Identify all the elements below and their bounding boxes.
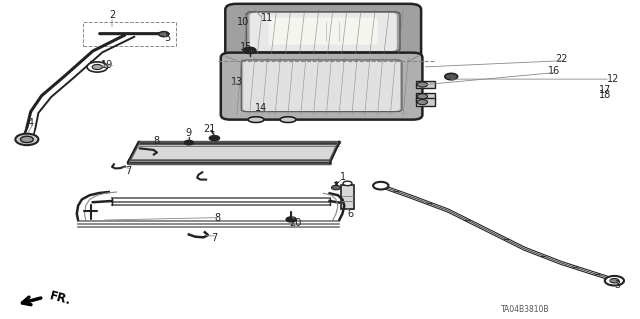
Circle shape xyxy=(20,136,33,143)
Circle shape xyxy=(445,73,458,80)
Text: 12: 12 xyxy=(607,74,620,84)
Bar xyxy=(416,93,435,100)
FancyBboxPatch shape xyxy=(250,13,397,51)
Text: TA04B3810B: TA04B3810B xyxy=(500,305,549,314)
Text: 5: 5 xyxy=(164,33,171,43)
Text: 16: 16 xyxy=(548,66,561,76)
Text: 8: 8 xyxy=(214,212,221,223)
Text: 2: 2 xyxy=(109,10,115,20)
Text: 21: 21 xyxy=(204,123,216,134)
Text: 8: 8 xyxy=(153,136,159,146)
Text: 10: 10 xyxy=(237,17,250,27)
Circle shape xyxy=(92,64,102,70)
Text: 13: 13 xyxy=(230,77,243,87)
Text: 11: 11 xyxy=(261,12,274,23)
Text: 20: 20 xyxy=(289,218,302,228)
Circle shape xyxy=(373,182,388,189)
Text: 15: 15 xyxy=(240,42,253,52)
Text: 17: 17 xyxy=(599,85,612,95)
Circle shape xyxy=(417,94,428,99)
Circle shape xyxy=(209,136,220,141)
Text: 7: 7 xyxy=(125,166,131,176)
Circle shape xyxy=(417,82,428,87)
Circle shape xyxy=(332,185,340,190)
Circle shape xyxy=(605,276,624,286)
Text: FR.: FR. xyxy=(48,290,72,308)
Bar xyxy=(416,81,435,88)
Bar xyxy=(416,98,435,106)
Circle shape xyxy=(243,47,256,54)
Circle shape xyxy=(87,62,108,72)
Circle shape xyxy=(610,278,619,283)
Circle shape xyxy=(343,181,352,186)
Bar xyxy=(341,185,354,209)
FancyBboxPatch shape xyxy=(243,61,400,111)
FancyBboxPatch shape xyxy=(221,53,422,120)
Text: 1: 1 xyxy=(340,172,346,182)
Circle shape xyxy=(184,140,193,145)
Circle shape xyxy=(15,134,38,145)
Text: 3: 3 xyxy=(614,280,621,290)
Ellipse shape xyxy=(280,117,296,122)
Bar xyxy=(83,22,176,46)
Polygon shape xyxy=(128,142,339,163)
Circle shape xyxy=(286,217,296,222)
Circle shape xyxy=(417,100,428,105)
Text: 9: 9 xyxy=(186,128,192,138)
Text: 7: 7 xyxy=(211,233,218,243)
Text: 6: 6 xyxy=(348,209,354,219)
Text: 4: 4 xyxy=(28,118,34,128)
Ellipse shape xyxy=(248,117,264,122)
Text: 19: 19 xyxy=(101,60,114,70)
Circle shape xyxy=(159,32,169,37)
Text: 22: 22 xyxy=(556,54,568,64)
Text: 14: 14 xyxy=(255,103,268,114)
Text: 18: 18 xyxy=(599,90,612,100)
FancyBboxPatch shape xyxy=(225,4,421,60)
FancyBboxPatch shape xyxy=(269,18,378,45)
